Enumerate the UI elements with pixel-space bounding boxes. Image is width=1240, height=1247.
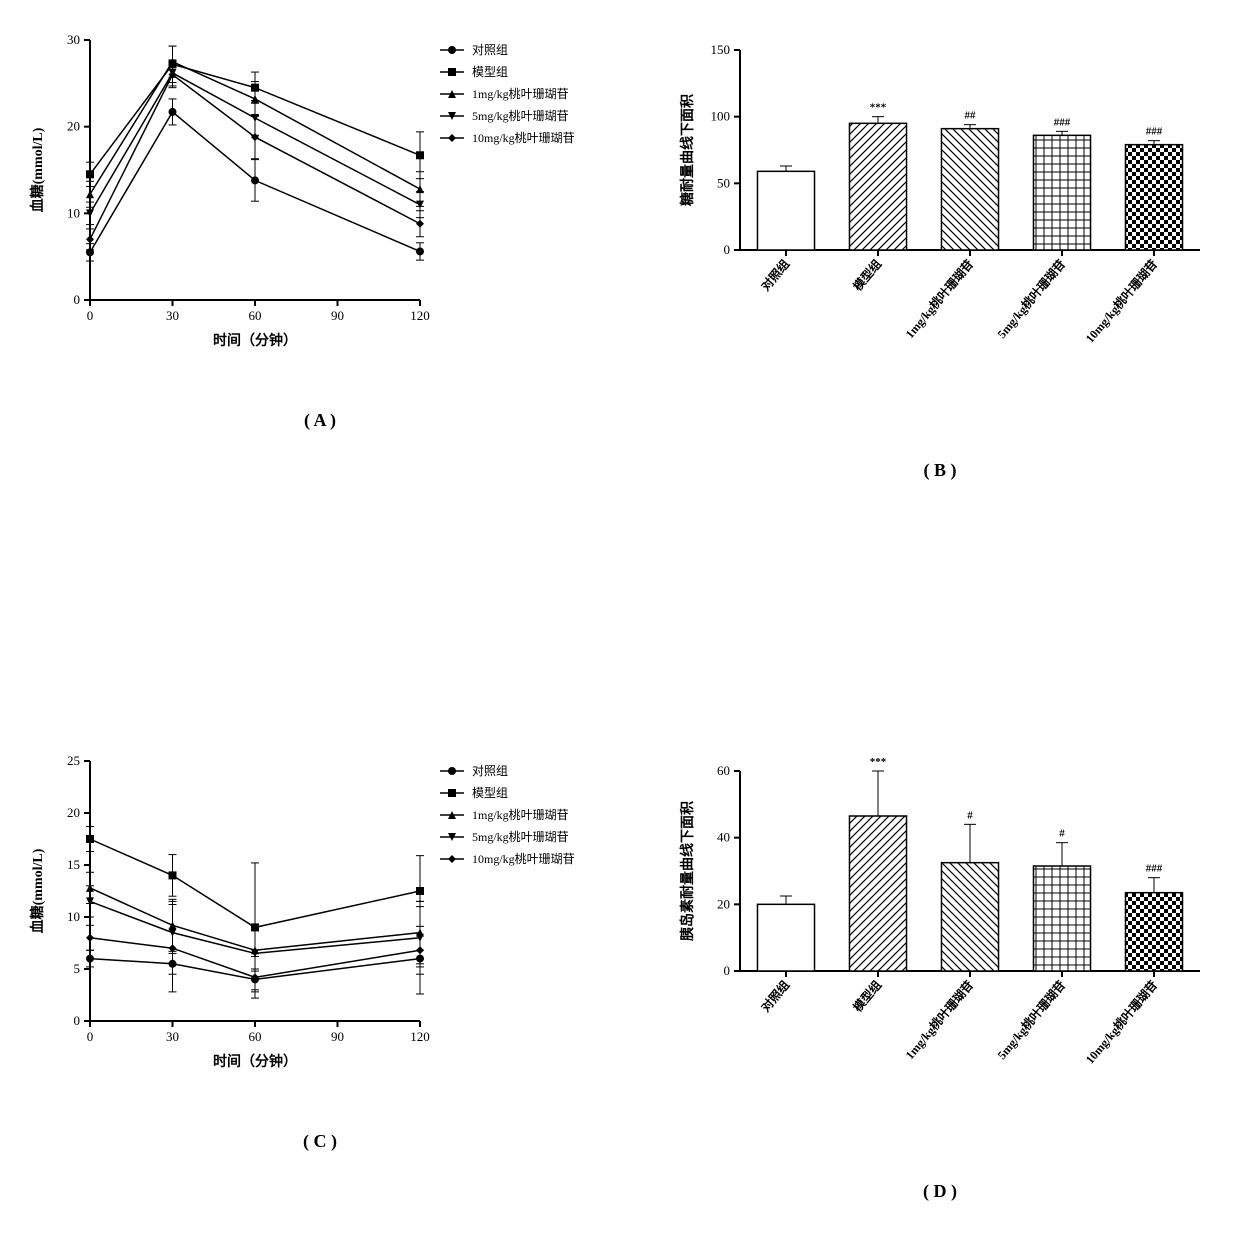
- panel-a-label: ( A ): [20, 410, 620, 431]
- svg-text:0: 0: [87, 308, 94, 323]
- svg-text:10mg/kg桃叶珊瑚苷: 10mg/kg桃叶珊瑚苷: [472, 851, 575, 866]
- svg-text:90: 90: [331, 308, 344, 323]
- svg-text:30: 30: [166, 1029, 179, 1044]
- svg-text:0: 0: [724, 963, 731, 978]
- panel-c: 0 30 60 90 120 0 5 10 15 20 25 时间（分钟） 血糖(mmol/L) 对照组模…: [20, 741, 620, 1202]
- svg-text:30: 30: [166, 308, 179, 323]
- panel-c-chart: 0 30 60 90 120 0 5 10 15 20 25 时间（分钟） 血糖(mmol/L) 对照组模…: [20, 741, 620, 1081]
- svg-text:模型组: 模型组: [472, 65, 508, 79]
- panel-c-label: ( C ): [20, 1131, 620, 1152]
- svg-text:模型组: 模型组: [850, 256, 885, 293]
- svg-text:0: 0: [87, 1029, 94, 1044]
- svg-text:模型组: 模型组: [472, 786, 508, 800]
- svg-text:15: 15: [67, 857, 80, 872]
- svg-text:150: 150: [711, 42, 731, 57]
- panel-b-chart: 0 50 100 150 糖耐量曲线下面积对照组 *** 模型组 ## 1mg/kg桃叶珊瑚苷 #…: [660, 20, 1220, 410]
- svg-text:###: ###: [1146, 126, 1163, 138]
- svg-text:120: 120: [410, 1029, 430, 1044]
- svg-text:5mg/kg桃叶珊瑚苷: 5mg/kg桃叶珊瑚苷: [994, 256, 1068, 341]
- svg-text:20: 20: [717, 896, 730, 911]
- svg-text:25: 25: [67, 753, 80, 768]
- svg-text:50: 50: [717, 175, 730, 190]
- svg-text:5mg/kg桃叶珊瑚苷: 5mg/kg桃叶珊瑚苷: [994, 977, 1068, 1062]
- svg-text:60: 60: [717, 763, 730, 778]
- svg-text:30: 30: [67, 32, 80, 47]
- svg-text:模型组: 模型组: [850, 977, 885, 1014]
- svg-text:1mg/kg桃叶珊瑚苷: 1mg/kg桃叶珊瑚苷: [472, 86, 569, 101]
- svg-text:血糖(mmol/L): 血糖(mmol/L): [29, 127, 46, 212]
- svg-text:10: 10: [67, 909, 80, 924]
- svg-text:10: 10: [67, 205, 80, 220]
- svg-text:5mg/kg桃叶珊瑚苷: 5mg/kg桃叶珊瑚苷: [472, 829, 569, 844]
- svg-text:0: 0: [74, 1013, 81, 1028]
- svg-text:0: 0: [74, 292, 81, 307]
- svg-text:60: 60: [249, 308, 262, 323]
- svg-text:20: 20: [67, 805, 80, 820]
- svg-text:20: 20: [67, 119, 80, 134]
- svg-text:对照组: 对照组: [758, 256, 793, 293]
- svg-text:40: 40: [717, 830, 730, 845]
- svg-text:胰岛素耐量曲线下面积: 胰岛素耐量曲线下面积: [679, 801, 696, 941]
- svg-text:60: 60: [249, 1029, 262, 1044]
- panel-a: 0 30 60 90 120 0 10 20 30 时间（分钟） 血糖(mmol/L) 对照组模型组 1…: [20, 20, 620, 481]
- svg-text:***: ***: [870, 756, 887, 768]
- svg-text:时间（分钟）: 时间（分钟）: [213, 332, 297, 349]
- svg-text:对照组: 对照组: [758, 977, 793, 1014]
- svg-text:##: ##: [965, 110, 977, 122]
- svg-text:100: 100: [711, 109, 731, 124]
- svg-text:###: ###: [1146, 863, 1163, 875]
- svg-text:10mg/kg桃叶珊瑚苷: 10mg/kg桃叶珊瑚苷: [1082, 977, 1160, 1066]
- svg-text:***: ***: [870, 102, 887, 114]
- svg-text:1mg/kg桃叶珊瑚苷: 1mg/kg桃叶珊瑚苷: [902, 977, 976, 1062]
- figure-grid: 03060901200102030时间（分钟）血糖(mmol/L)对照组模型组1…: [20, 20, 1220, 1202]
- svg-text:#: #: [967, 809, 973, 821]
- svg-text:1mg/kg桃叶珊瑚苷: 1mg/kg桃叶珊瑚苷: [902, 256, 976, 341]
- panel-a-chart: 0 30 60 90 120 0 10 20 30 时间（分钟） 血糖(mmol/L) 对照组模型组 1…: [20, 20, 620, 360]
- panel-d: 0 20 40 60 胰岛素耐量曲线下面积对照组 *** 模型组 #1mg/kg桃叶珊瑚苷 #5…: [660, 741, 1220, 1202]
- svg-text:1mg/kg桃叶珊瑚苷: 1mg/kg桃叶珊瑚苷: [472, 807, 569, 822]
- panel-b: 0 50 100 150 糖耐量曲线下面积对照组 *** 模型组 ## 1mg/kg桃叶珊瑚苷 #…: [660, 20, 1220, 481]
- panel-d-chart: 0 20 40 60 胰岛素耐量曲线下面积对照组 *** 模型组 #1mg/kg桃叶珊瑚苷 #5…: [660, 741, 1220, 1131]
- svg-text:血糖(mmol/L): 血糖(mmol/L): [29, 848, 46, 933]
- svg-text:90: 90: [331, 1029, 344, 1044]
- svg-text:糖耐量曲线下面积: 糖耐量曲线下面积: [679, 94, 696, 206]
- svg-text:10mg/kg桃叶珊瑚苷: 10mg/kg桃叶珊瑚苷: [1082, 256, 1160, 345]
- svg-text:120: 120: [410, 308, 430, 323]
- panel-b-label: ( B ): [660, 460, 1220, 481]
- svg-text:###: ###: [1054, 116, 1071, 128]
- panel-d-label: ( D ): [660, 1181, 1220, 1202]
- svg-text:5mg/kg桃叶珊瑚苷: 5mg/kg桃叶珊瑚苷: [472, 108, 569, 123]
- svg-text:0: 0: [724, 242, 731, 257]
- svg-text:5: 5: [74, 961, 81, 976]
- svg-text:#: #: [1059, 828, 1065, 840]
- svg-text:对照组: 对照组: [472, 764, 508, 778]
- svg-text:10mg/kg桃叶珊瑚苷: 10mg/kg桃叶珊瑚苷: [472, 130, 575, 145]
- svg-text:对照组: 对照组: [472, 43, 508, 57]
- svg-text:时间（分钟）: 时间（分钟）: [213, 1053, 297, 1070]
